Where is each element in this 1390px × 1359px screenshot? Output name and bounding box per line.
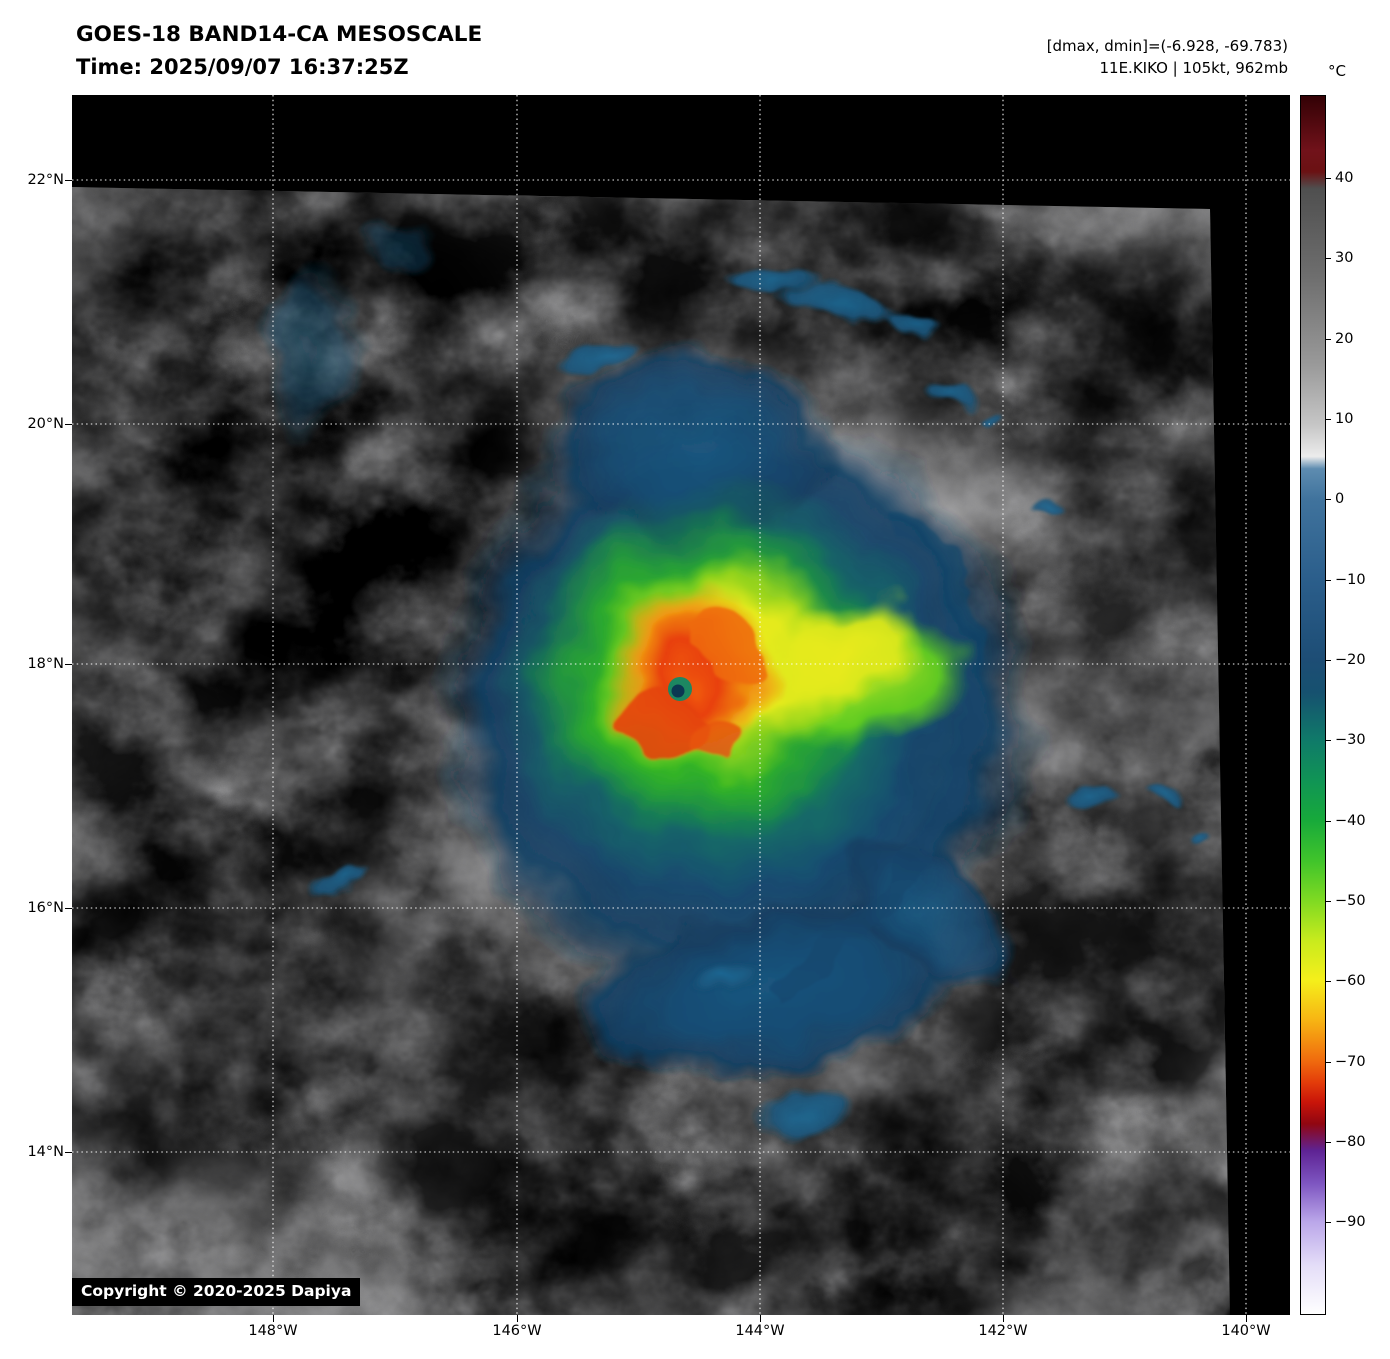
- colorbar-tick: [1326, 419, 1331, 420]
- storm-info: 11E.KIKO | 105kt, 962mb: [1099, 59, 1288, 77]
- lon-tick-label: 142°W: [978, 1323, 1028, 1339]
- colorbar-tick: [1326, 339, 1331, 340]
- lon-tick-label: 146°W: [492, 1323, 542, 1339]
- colorbar-tick: [1326, 740, 1331, 741]
- colorbar-tick-label: 30: [1335, 250, 1354, 266]
- colorbar-tick: [1326, 580, 1331, 581]
- colorbar-tick: [1326, 258, 1331, 259]
- lat-tick-label: 16°N: [27, 900, 64, 916]
- colorbar-tick: [1326, 1142, 1331, 1143]
- colorbar-gradient: [1300, 95, 1326, 1315]
- figure-time: Time: 2025/09/07 16:37:25Z: [76, 55, 409, 79]
- range-info: [dmax, dmin]=(-6.928, -69.783): [1046, 37, 1288, 55]
- colorbar-tick-label: 0: [1335, 491, 1345, 507]
- colorbar-tick-label: −70: [1335, 1054, 1366, 1070]
- lon-tick-label: 148°W: [248, 1323, 298, 1339]
- copyright-badge: Copyright © 2020-2025 Dapiya: [72, 1278, 361, 1306]
- colorbar-tick: [1326, 499, 1331, 500]
- colorbar-tick-label: 20: [1335, 331, 1354, 347]
- data-swath: [72, 187, 1230, 1315]
- lat-tick: [65, 908, 72, 909]
- colorbar-tick: [1326, 901, 1331, 902]
- colorbar-unit-label: °C: [1328, 62, 1346, 80]
- lat-tick: [65, 424, 72, 425]
- colorbar-tick: [1326, 981, 1331, 982]
- lat-tick-label: 18°N: [27, 656, 64, 672]
- colorbar-tick-label: −40: [1335, 813, 1366, 829]
- cyclone-eye: [668, 677, 692, 701]
- lon-tick: [273, 1315, 274, 1322]
- colorbar-tick-label: −30: [1335, 732, 1366, 748]
- colorbar-tick-label: −90: [1335, 1214, 1366, 1230]
- colorbar-tick: [1326, 1062, 1331, 1063]
- lon-tick-label: 140°W: [1221, 1323, 1271, 1339]
- colorbar-tick: [1326, 821, 1331, 822]
- satellite-image: [72, 95, 1290, 1315]
- colorbar-tick: [1326, 178, 1331, 179]
- colorbar-tick-label: 40: [1335, 170, 1354, 186]
- colorbar-tick-label: −60: [1335, 973, 1366, 989]
- lat-tick: [65, 664, 72, 665]
- colorbar-tick-label: −80: [1335, 1134, 1366, 1150]
- lat-tick: [65, 1152, 72, 1153]
- colorbar-tick: [1326, 1222, 1331, 1223]
- cold-cloud-patches: [255, 215, 1212, 1147]
- lon-tick: [760, 1315, 761, 1322]
- lat-tick-label: 14°N: [27, 1144, 64, 1160]
- lat-tick: [65, 180, 72, 181]
- colorbar-tick-label: −10: [1335, 572, 1366, 588]
- colorbar-tick-label: −20: [1335, 652, 1366, 668]
- lat-tick-label: 20°N: [27, 416, 64, 432]
- colorbar-tick-label: 10: [1335, 411, 1354, 427]
- colorbar-tick-label: −50: [1335, 893, 1366, 909]
- colorbar-tick: [1326, 660, 1331, 661]
- plot-area: Copyright © 2020-2025 Dapiya: [72, 95, 1290, 1315]
- lon-tick-label: 144°W: [735, 1323, 785, 1339]
- lon-tick: [1246, 1315, 1247, 1322]
- figure-title: GOES-18 BAND14-CA MESOSCALE: [76, 22, 483, 47]
- cyclone-canopy: [432, 350, 1042, 1081]
- lon-tick: [1003, 1315, 1004, 1322]
- lat-tick-label: 22°N: [27, 172, 64, 188]
- lon-tick: [517, 1315, 518, 1322]
- grid-overlay: [72, 95, 1290, 1315]
